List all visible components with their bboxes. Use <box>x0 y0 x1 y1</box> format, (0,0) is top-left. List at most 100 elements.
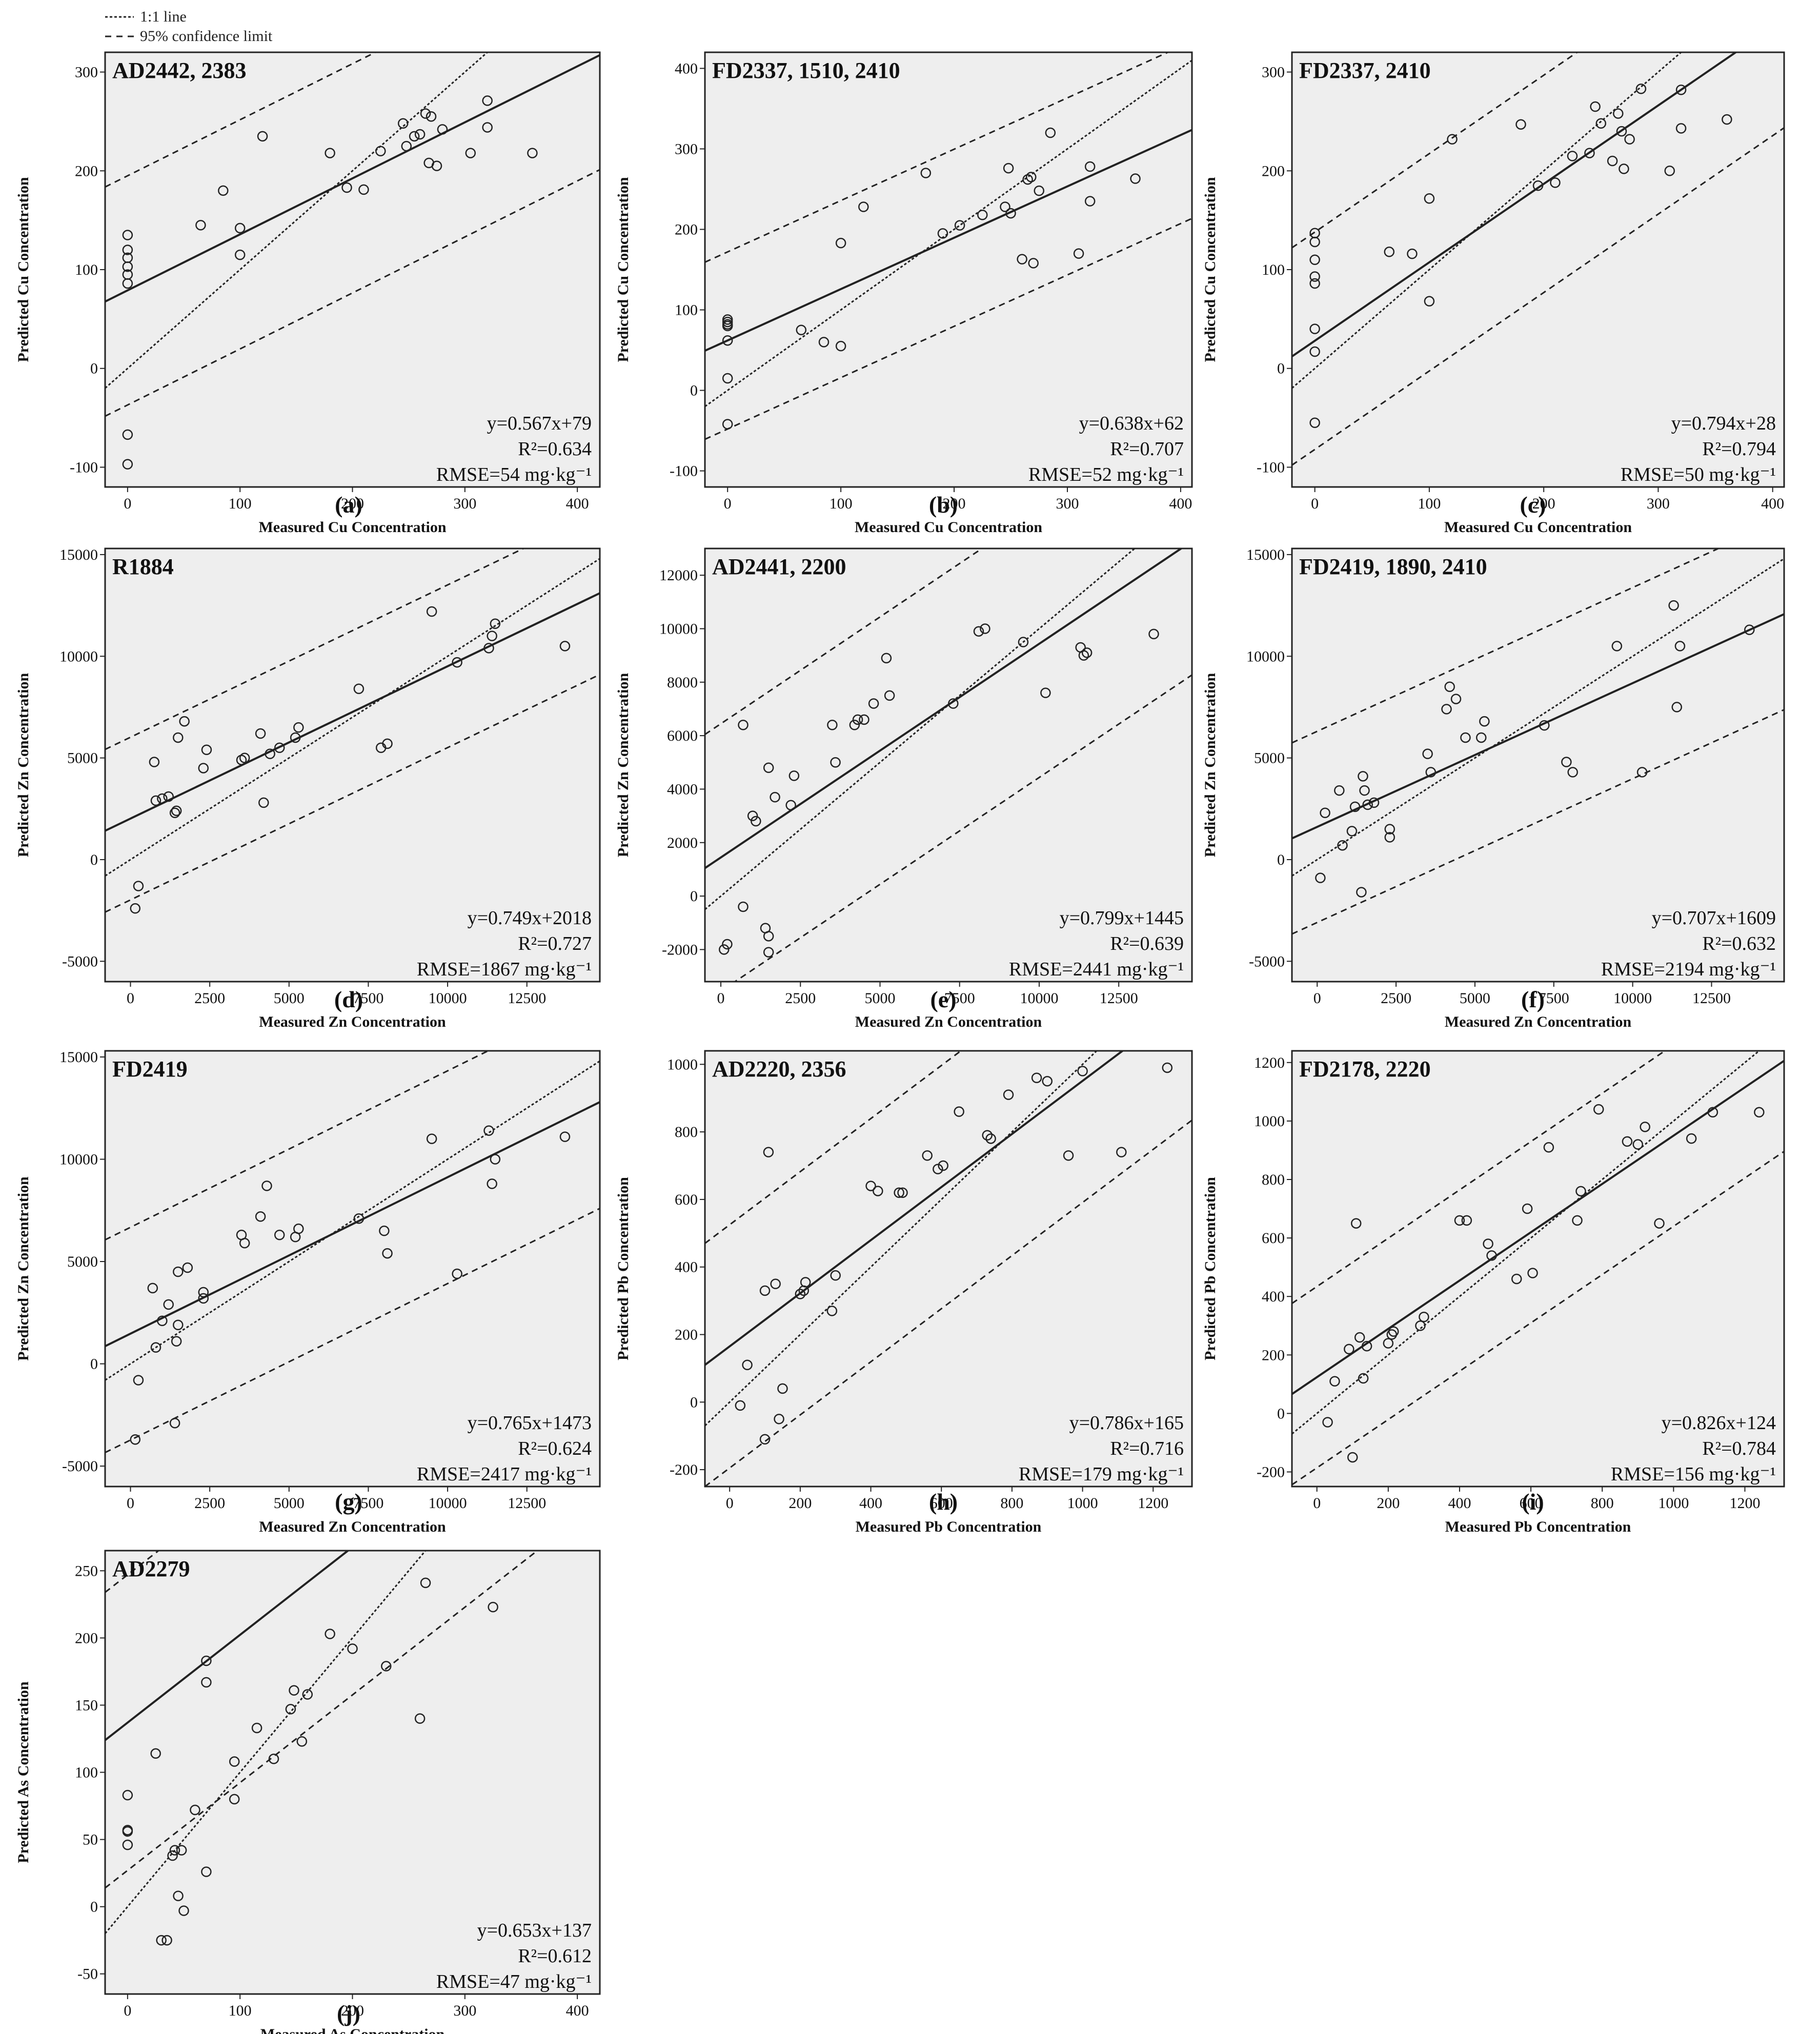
plot-lines <box>1292 52 1784 466</box>
chart-panel: 0 2500 5000 7500 10000 12500 -5000 0 5000 10000 15… <box>15 1049 601 1535</box>
panel-label: (i) <box>1522 1489 1544 1515</box>
data-point <box>1675 84 1687 95</box>
data-point <box>201 1866 212 1877</box>
y-tick-label: -50 <box>77 1966 98 1983</box>
y-tick-label: -5000 <box>1249 953 1285 970</box>
legend-item-1to1: 1:1 line <box>105 7 272 27</box>
data-point <box>868 698 879 709</box>
data-point <box>171 1336 182 1347</box>
lower-confidence-line <box>1292 127 1784 466</box>
y-tick-label: 800 <box>1262 1171 1285 1188</box>
data-point <box>1686 1133 1697 1144</box>
y-axis-label: Predicted Cu Concentration <box>1202 177 1219 362</box>
r-squared: R²=0.639 <box>1110 933 1184 954</box>
data-point <box>738 901 749 912</box>
plot-lines <box>1292 1051 1784 1486</box>
data-point <box>483 643 494 654</box>
y-tick-label: 1200 <box>1254 1054 1285 1071</box>
x-tick-label: 800 <box>1000 1495 1023 1512</box>
data-point <box>255 728 266 739</box>
x-axis-label: Measured Zn Concentration <box>259 1013 446 1030</box>
data-point <box>239 1237 250 1249</box>
rmse: RMSE=50 mg·kg⁻¹ <box>1621 464 1776 485</box>
lower-confidence-line <box>105 1551 539 1889</box>
data-point <box>1624 134 1635 145</box>
data-point <box>747 810 758 821</box>
chart-title: AD2442, 2383 <box>112 58 247 83</box>
data-point <box>1475 732 1487 743</box>
y-tick-label: 1000 <box>1254 1113 1285 1130</box>
data-point <box>1654 1218 1665 1229</box>
data-point <box>751 816 761 827</box>
data-point <box>1707 1107 1718 1118</box>
chart-title: AD2441, 2200 <box>712 554 846 579</box>
chart-title: R1884 <box>112 554 174 579</box>
x-axis-label: Measured Cu Concentration <box>1444 519 1632 536</box>
plot-lines <box>705 548 1192 982</box>
r-squared: R²=0.632 <box>1702 933 1776 954</box>
regression-line <box>1292 613 1784 840</box>
data-point <box>274 742 285 754</box>
data-point <box>1584 148 1595 158</box>
data-point <box>150 1342 161 1353</box>
data-point <box>1567 151 1578 161</box>
regression-line <box>105 54 600 303</box>
data-point <box>1424 296 1435 307</box>
data-point <box>169 1418 180 1429</box>
x-tick-label: 0 <box>1311 495 1319 512</box>
plot-area <box>1291 51 1785 488</box>
chart-title: FD2178, 2220 <box>1299 1056 1431 1082</box>
data-point <box>1388 1326 1399 1337</box>
x-tick-label: 0 <box>1313 990 1321 1007</box>
data-point <box>173 1319 184 1330</box>
data-point <box>1031 1072 1042 1083</box>
y-tick-label: 5000 <box>67 1253 98 1270</box>
data-point <box>559 641 571 652</box>
data-point <box>774 1413 784 1425</box>
plot-area <box>704 1050 1193 1488</box>
data-point <box>156 1935 167 1946</box>
data-point <box>381 1661 392 1672</box>
data-point <box>296 1736 308 1747</box>
data-point <box>201 744 212 755</box>
y-tick-label: 0 <box>690 888 698 905</box>
y-axis-label: Predicted Zn Concentration <box>1202 673 1219 857</box>
x-tick-label: 200 <box>341 2002 364 2019</box>
x-tick-label: 400 <box>1761 495 1784 512</box>
data-point <box>198 1287 209 1298</box>
regression-equation: y=0.707x+1609 <box>1652 907 1776 929</box>
rmse: RMSE=2441 mg·kg⁻¹ <box>1009 959 1184 980</box>
y-tick-label: 100 <box>1262 261 1285 278</box>
one-to-one-line <box>105 1551 427 1935</box>
y-tick-label: 200 <box>675 1326 698 1343</box>
data-point <box>465 148 476 158</box>
chart-title: FD2419, 1890, 2410 <box>1299 554 1487 579</box>
data-point <box>1026 172 1037 182</box>
data-point <box>1018 637 1029 647</box>
data-point <box>1362 799 1373 810</box>
data-point <box>1640 1122 1650 1132</box>
data-point <box>1384 824 1396 835</box>
x-tick-label: 5000 <box>1460 990 1490 1007</box>
data-point <box>1744 624 1755 635</box>
data-point <box>1616 126 1627 137</box>
data-point <box>265 748 275 759</box>
data-point <box>157 1315 168 1327</box>
r-squared: R²=0.612 <box>518 1945 592 1967</box>
data-point <box>865 1181 876 1191</box>
regression-line <box>1292 1060 1784 1395</box>
x-tick-label: 7500 <box>353 990 383 1007</box>
data-point <box>1543 1142 1554 1153</box>
one-to-one-line <box>1292 52 1683 389</box>
data-point <box>1595 118 1607 129</box>
y-tick-label: 50 <box>83 1832 98 1848</box>
data-point <box>173 1266 184 1277</box>
panel-label: (e) <box>930 986 956 1012</box>
data-point <box>770 1278 781 1289</box>
y-tick-label: 6000 <box>667 727 698 744</box>
data-point <box>873 1186 883 1196</box>
x-tick-label: 2500 <box>785 990 816 1007</box>
data-point <box>274 1229 285 1240</box>
r-squared: R²=0.794 <box>1702 438 1776 460</box>
one-to-one-line <box>105 558 600 877</box>
